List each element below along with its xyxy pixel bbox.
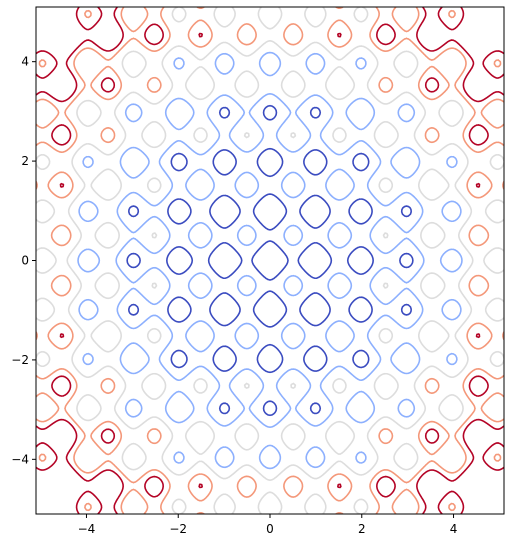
x-axis: −4 −2 0 2 4 — [78, 514, 458, 536]
x-tick-label-0: −4 — [78, 522, 96, 536]
y-tick-label-0: −4 — [11, 452, 29, 466]
y-axis: −4 −2 0 2 4 — [11, 55, 36, 466]
y-tick-label-2: 0 — [21, 254, 29, 268]
plot-frame — [35, 6, 505, 515]
x-tick-label-3: 2 — [358, 522, 366, 536]
contour-level-4 — [36, 7, 504, 514]
x-tick-label-4: 4 — [450, 522, 458, 536]
contour-lines — [36, 7, 504, 514]
x-tick-label-2: 0 — [266, 522, 274, 536]
x-tick-label-1: −2 — [169, 522, 187, 536]
y-tick-label-4: 4 — [21, 55, 29, 69]
contour-level-1 — [77, 51, 463, 470]
contour-level-3 — [36, 7, 504, 514]
y-tick-label-1: −2 — [11, 353, 29, 367]
y-tick-label-3: 2 — [21, 154, 29, 168]
contour-level-0 — [126, 104, 414, 417]
contour-level-2 — [36, 7, 504, 514]
